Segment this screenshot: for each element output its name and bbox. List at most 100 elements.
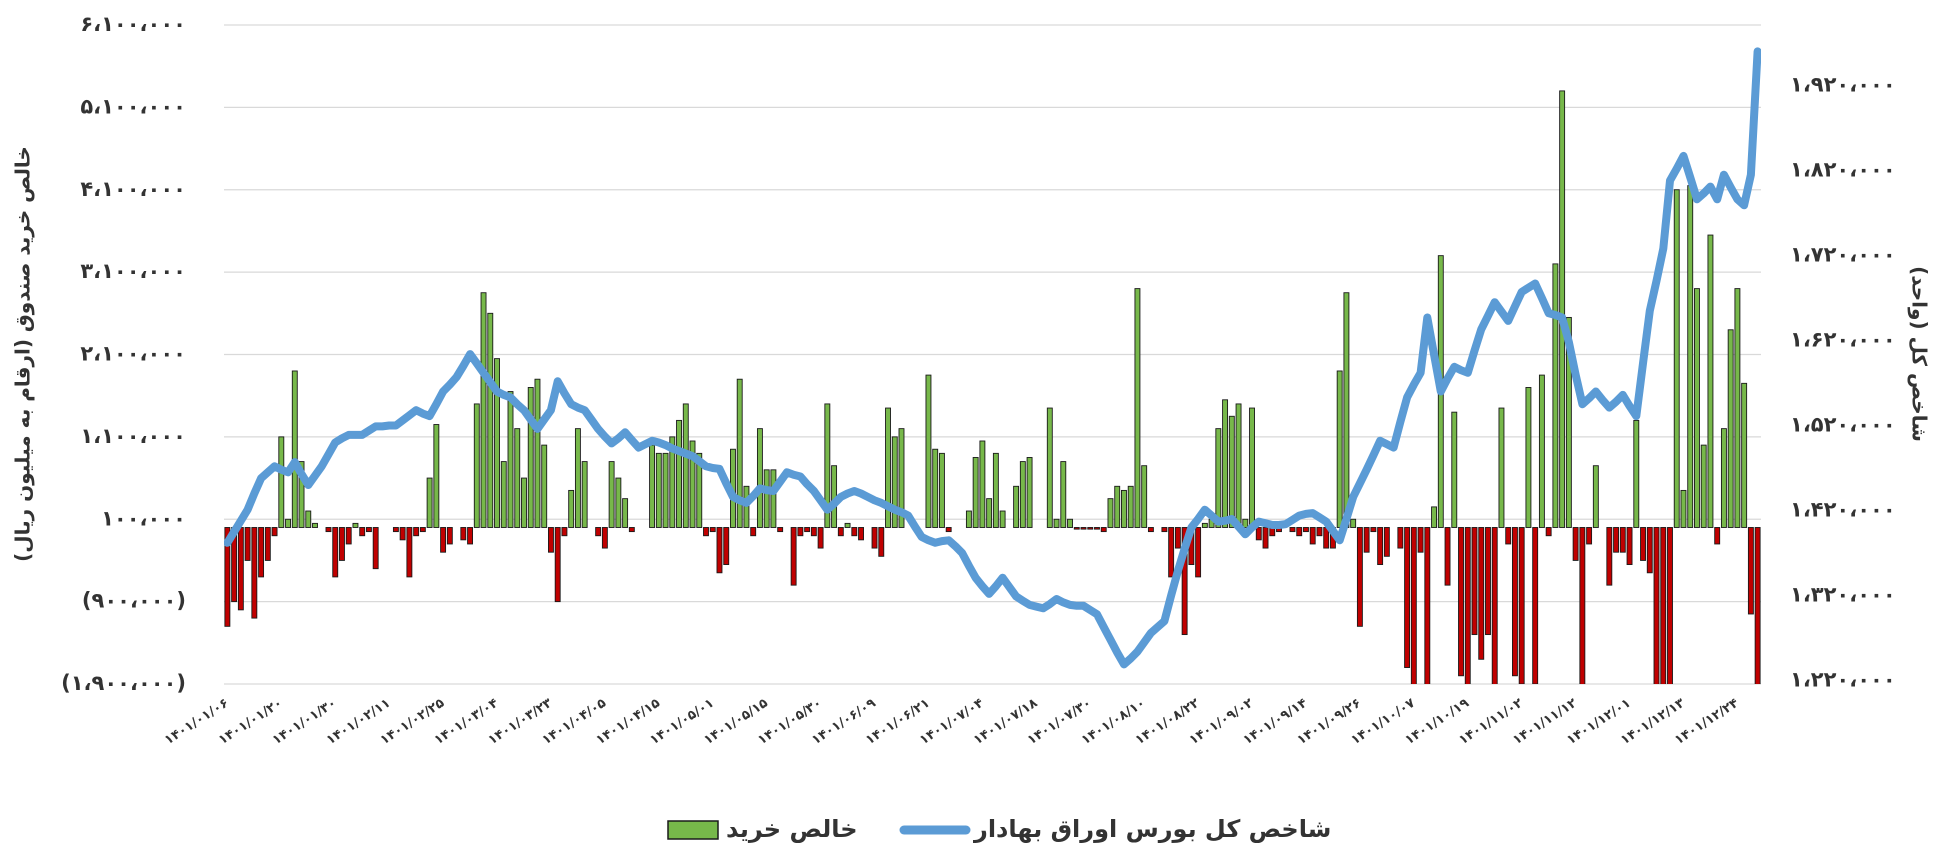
bar (649, 444, 656, 528)
bar (1485, 527, 1491, 636)
bar (1215, 428, 1222, 528)
bar (1141, 465, 1148, 528)
y2-tick-label: ۱،۲۲۰،۰۰۰ (1790, 668, 1896, 692)
y2-tick-label: ۱،۳۲۰،۰۰۰ (1790, 583, 1896, 607)
bar (1356, 527, 1363, 627)
y-tick-label: ۳،۱۰۰،۰۰۰ (80, 259, 186, 283)
bar (817, 527, 824, 549)
bar (736, 378, 743, 528)
bar (1363, 527, 1370, 553)
bar (1303, 527, 1309, 533)
bar (1383, 527, 1390, 557)
bar (554, 527, 561, 603)
bar (1646, 527, 1653, 574)
bar (1067, 518, 1073, 528)
bar (1370, 527, 1377, 533)
y2-tick-label: ۱،۴۲۰،۰۰۰ (1790, 498, 1896, 522)
bar (858, 527, 864, 541)
y-tick-label: ۶،۱۰۰،۰۰۰ (80, 12, 186, 36)
bar (1080, 527, 1087, 530)
bar (372, 527, 379, 570)
bar (750, 527, 757, 537)
bar (1754, 527, 1761, 684)
bar (595, 527, 602, 537)
bar (979, 440, 986, 528)
bar (1060, 461, 1067, 528)
bar (999, 510, 1006, 528)
bar (473, 403, 480, 528)
bar (1491, 527, 1498, 684)
bar (332, 527, 339, 578)
bar (568, 489, 575, 528)
y2-axis-title: شاخص کل (واحد) (1908, 266, 1932, 442)
bar (325, 527, 332, 533)
y2-tick-label: ۱،۷۲۰،۰۰۰ (1790, 242, 1896, 266)
bar (440, 527, 447, 553)
bar (467, 527, 473, 545)
y-tick-label: ۱،۱۰۰،۰۰۰ (80, 424, 186, 448)
bar (224, 527, 231, 627)
bar (1417, 527, 1424, 553)
bar (851, 527, 858, 537)
bar (291, 370, 298, 528)
bar (932, 448, 939, 528)
bar (777, 527, 784, 533)
legend-label: شاخص کل بورس اوراق بهادار (973, 815, 1331, 843)
bar (345, 527, 352, 545)
bar (1626, 527, 1633, 566)
bar (1720, 428, 1727, 528)
bar (258, 527, 265, 578)
bar (487, 312, 494, 528)
bar (1586, 527, 1593, 545)
bar (1680, 489, 1687, 528)
y-tick-label: ۱۰۰،۰۰۰ (101, 506, 186, 530)
bar (1161, 527, 1168, 533)
bar (790, 527, 797, 586)
bar (1707, 234, 1714, 528)
bar (433, 424, 440, 528)
bar (419, 527, 426, 533)
bar (844, 522, 851, 528)
bar (804, 527, 811, 533)
bar (1613, 527, 1620, 553)
bar (352, 522, 359, 528)
bar (251, 527, 258, 619)
bar (682, 403, 689, 528)
bar (1309, 527, 1316, 545)
bar (1168, 527, 1175, 578)
y-tick-label: (۹۰۰،۰۰۰) (82, 589, 186, 613)
bar (1653, 527, 1660, 684)
bar (1572, 527, 1579, 561)
bar (574, 428, 581, 528)
bar (1397, 527, 1404, 549)
bar (271, 527, 278, 537)
bar (1714, 527, 1721, 545)
bar (608, 461, 615, 528)
bar (494, 358, 500, 528)
bar (837, 527, 844, 537)
legend-swatch (667, 820, 719, 840)
bar (655, 452, 662, 528)
bar (392, 527, 399, 533)
bar (446, 527, 453, 545)
bar (1013, 485, 1020, 528)
bar (1606, 527, 1613, 586)
bar (1552, 263, 1559, 528)
bar (1512, 527, 1518, 677)
bar (709, 527, 716, 533)
bar (622, 498, 629, 528)
bar (1343, 292, 1350, 528)
bar (561, 527, 568, 537)
bar (1262, 527, 1269, 549)
bar (1296, 527, 1303, 537)
bar (1694, 288, 1700, 528)
bar (312, 522, 318, 528)
bar (1201, 522, 1208, 528)
bar (662, 452, 669, 528)
bar (339, 527, 345, 561)
bar (1174, 527, 1181, 549)
bar (1478, 527, 1485, 660)
bar (1249, 407, 1255, 528)
bar (878, 527, 885, 557)
bar (426, 477, 433, 528)
